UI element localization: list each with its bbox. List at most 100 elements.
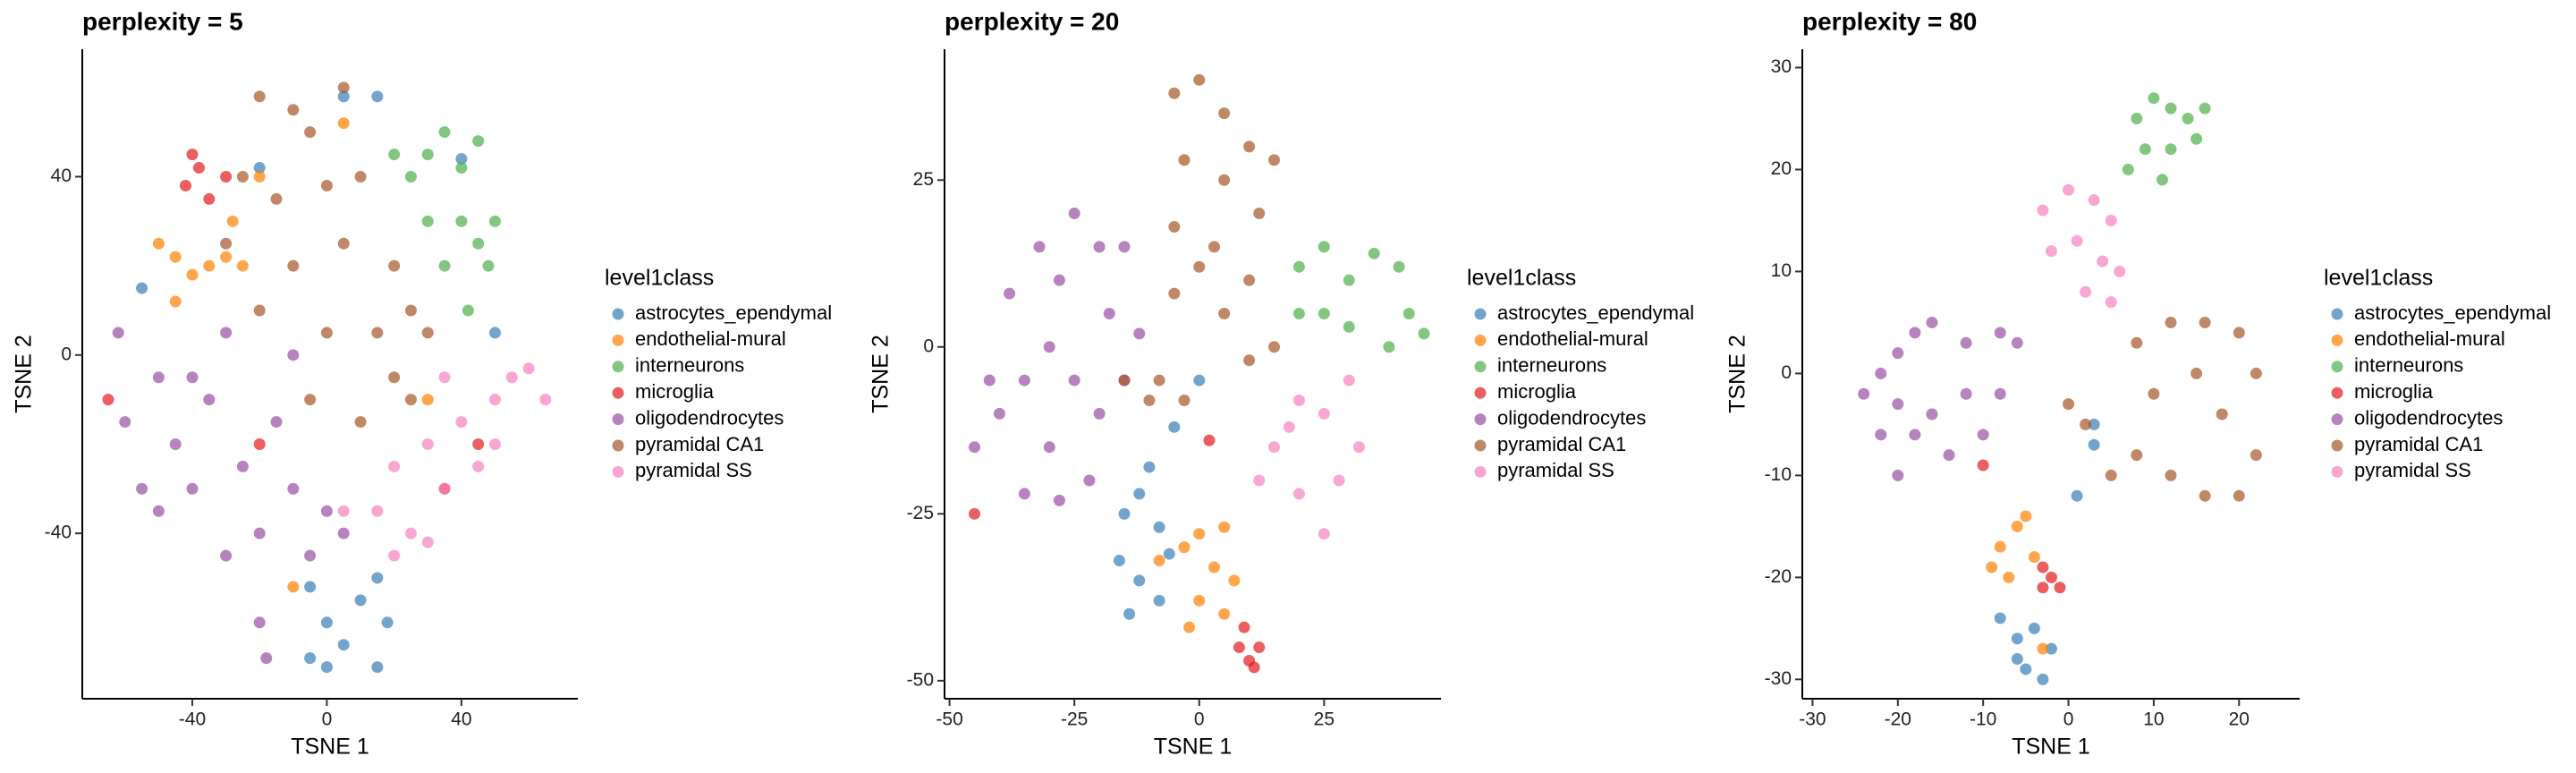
point bbox=[2088, 418, 2100, 430]
point bbox=[1133, 488, 1146, 500]
point bbox=[2182, 113, 2194, 125]
point bbox=[2165, 143, 2177, 156]
point bbox=[388, 460, 401, 472]
point bbox=[2105, 214, 2117, 226]
legend-key bbox=[612, 413, 624, 426]
point bbox=[2045, 642, 2057, 655]
point bbox=[1977, 459, 1989, 471]
point bbox=[270, 192, 283, 205]
point bbox=[2063, 183, 2075, 196]
point bbox=[1093, 407, 1106, 420]
point bbox=[287, 581, 300, 593]
y-tick-label: 0 bbox=[1781, 362, 1792, 383]
point bbox=[152, 237, 165, 250]
point bbox=[969, 507, 981, 520]
legend-key bbox=[2331, 439, 2343, 452]
point bbox=[1333, 474, 1345, 487]
point bbox=[1218, 521, 1231, 533]
point bbox=[320, 505, 333, 517]
point bbox=[1193, 73, 1206, 86]
point bbox=[1143, 394, 1156, 406]
legend-label: endothelial-mural bbox=[2354, 327, 2505, 350]
point bbox=[337, 81, 350, 94]
x-tick-label: 0 bbox=[322, 709, 333, 730]
legend-label: microglia bbox=[1497, 380, 1577, 403]
point bbox=[1168, 420, 1181, 433]
y-axis-title: TSNE 2 bbox=[12, 335, 37, 413]
point bbox=[2028, 622, 2040, 634]
point bbox=[404, 394, 417, 406]
point bbox=[1233, 641, 1245, 654]
point bbox=[1153, 374, 1165, 386]
point bbox=[2080, 285, 2092, 298]
x-tick-label: 10 bbox=[2143, 709, 2164, 730]
y-tick-label: -10 bbox=[1765, 464, 1792, 485]
legend-key bbox=[2331, 308, 2343, 320]
point bbox=[1053, 494, 1065, 506]
point bbox=[1352, 441, 1365, 454]
chart-title: perplexity = 80 bbox=[1802, 7, 1977, 35]
legend-label: interneurons bbox=[1497, 354, 1606, 377]
legend-key bbox=[1474, 386, 1487, 399]
point bbox=[253, 527, 266, 539]
point bbox=[1248, 661, 1260, 674]
point bbox=[371, 90, 384, 103]
legend-label: astrocytes_ependymal bbox=[2354, 302, 2551, 324]
point bbox=[287, 104, 300, 116]
point bbox=[136, 282, 148, 294]
legend-key bbox=[1474, 465, 1487, 478]
point bbox=[1243, 274, 1256, 286]
point bbox=[1018, 374, 1030, 386]
point bbox=[337, 505, 350, 517]
y-tick-label: -30 bbox=[1765, 668, 1792, 689]
point bbox=[1318, 528, 1330, 540]
point bbox=[253, 162, 266, 174]
x-tick-label: 0 bbox=[2063, 709, 2074, 730]
point bbox=[304, 126, 317, 139]
point bbox=[1292, 394, 1305, 406]
point bbox=[1083, 474, 1096, 487]
point bbox=[354, 594, 367, 607]
legend-key bbox=[612, 361, 624, 373]
point bbox=[354, 171, 367, 183]
legend-key bbox=[1474, 334, 1487, 346]
y-tick-label: 30 bbox=[1771, 56, 1792, 77]
point bbox=[1268, 341, 1281, 353]
point bbox=[421, 437, 434, 450]
point bbox=[304, 394, 317, 406]
legend-label: pyramidal SS bbox=[1497, 459, 1614, 481]
point bbox=[421, 149, 434, 161]
point bbox=[2037, 561, 2049, 573]
x-tick-label: -40 bbox=[179, 709, 206, 730]
point bbox=[1183, 621, 1196, 633]
point bbox=[1168, 287, 1181, 300]
point bbox=[438, 371, 451, 384]
x-axis-title: TSNE 1 bbox=[1154, 735, 1233, 760]
point bbox=[1994, 327, 2006, 339]
point bbox=[1193, 260, 1206, 273]
point bbox=[2037, 582, 2049, 594]
point bbox=[488, 394, 501, 406]
point bbox=[1133, 327, 1146, 340]
point bbox=[1343, 320, 1355, 333]
point bbox=[1178, 154, 1191, 166]
point bbox=[2088, 194, 2100, 207]
point bbox=[1343, 274, 1355, 286]
point bbox=[1253, 208, 1266, 220]
point bbox=[1043, 441, 1055, 454]
point bbox=[2199, 102, 2211, 115]
legend-key bbox=[612, 386, 624, 399]
point bbox=[2131, 113, 2143, 125]
point bbox=[2063, 398, 2075, 411]
y-tick-label: -20 bbox=[1765, 566, 1792, 587]
point bbox=[2190, 132, 2203, 145]
point bbox=[1292, 260, 1305, 273]
point bbox=[1892, 469, 1904, 481]
point bbox=[304, 581, 317, 593]
point bbox=[1118, 374, 1131, 386]
point bbox=[354, 416, 367, 429]
point bbox=[1153, 555, 1165, 567]
y-tick-label: 25 bbox=[913, 169, 934, 190]
point bbox=[2250, 367, 2262, 379]
point bbox=[1986, 561, 1998, 573]
